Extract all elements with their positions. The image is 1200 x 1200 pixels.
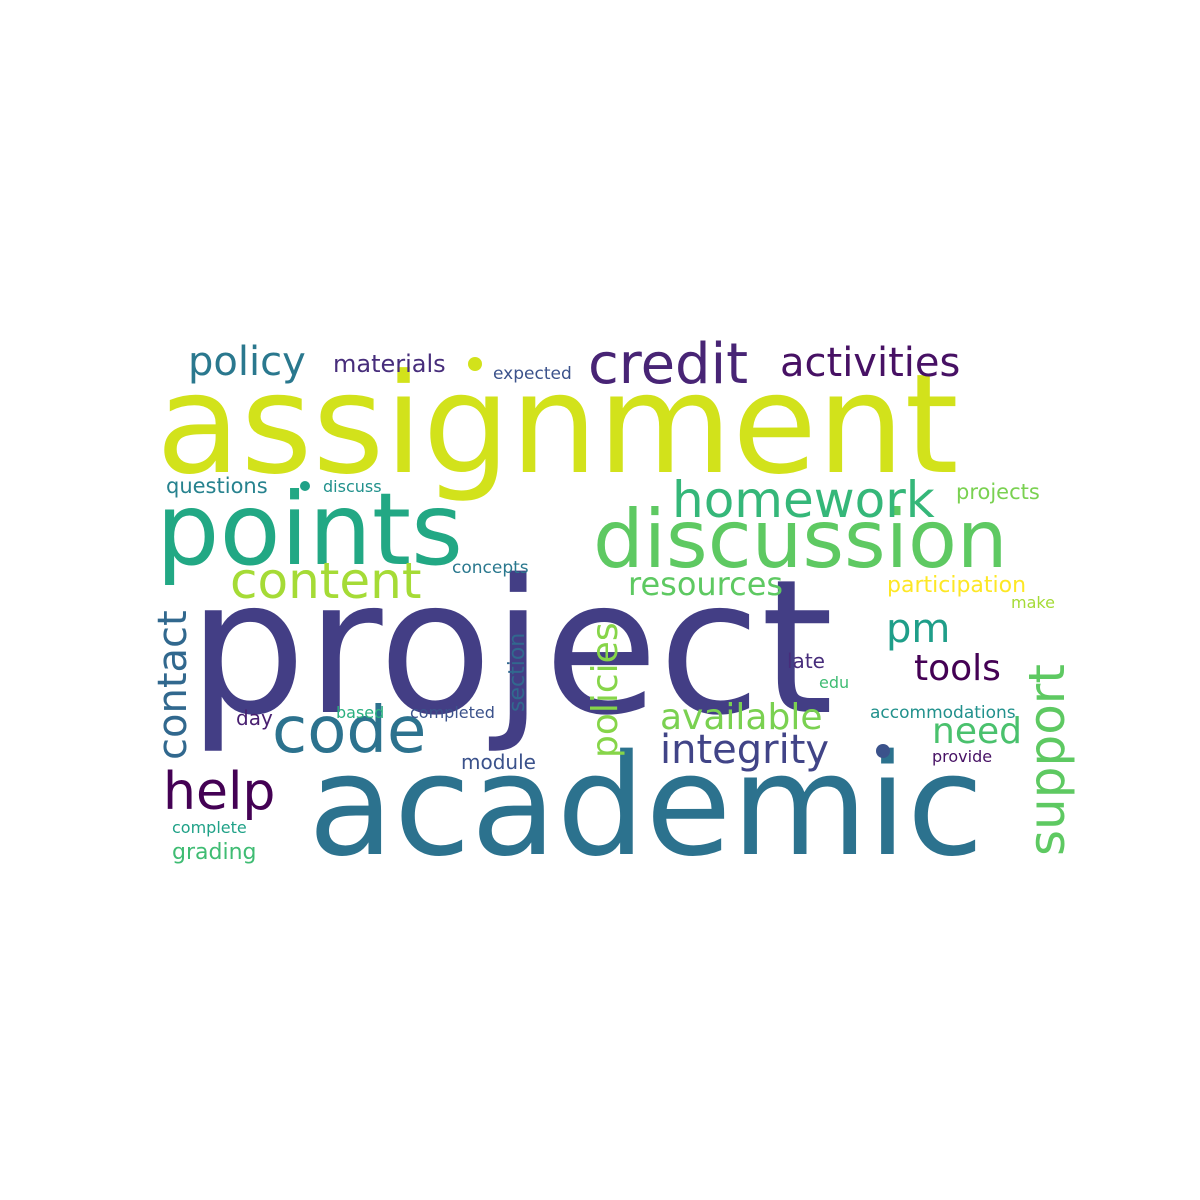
word-policies: policies [585, 622, 626, 758]
word-assignment: assignment [156, 344, 959, 505]
word-project: project [188, 539, 834, 756]
word-contact: contact [150, 610, 196, 760]
word-concepts: concepts [452, 558, 529, 578]
word-content: content [230, 552, 422, 610]
word-code: code [272, 694, 427, 768]
word-projects: projects [956, 480, 1040, 504]
word-make: make [1011, 593, 1055, 612]
word-provide: provide [932, 747, 993, 766]
word-expected: expected [493, 364, 572, 384]
word-late: late [787, 649, 825, 673]
word-pm: pm [886, 606, 951, 652]
word-need: need [932, 711, 1022, 752]
word-materials: materials [333, 350, 446, 378]
word-grading: grading [172, 840, 257, 865]
word-homework: homework [672, 471, 935, 529]
word-help: help [163, 762, 276, 822]
word-questions: questions [166, 474, 268, 498]
word-discuss: discuss [323, 477, 382, 496]
word-tools: tools [914, 648, 1001, 689]
word-complete: complete [172, 818, 247, 837]
word-credit: credit [588, 332, 749, 397]
word-section: section [505, 632, 530, 712]
word-edu: edu [819, 673, 850, 692]
word-resources: resources [628, 565, 784, 603]
dot-marker-teal [300, 481, 310, 491]
word-accommodations: accommodations [870, 703, 1016, 723]
word-participation: participation [887, 573, 1027, 598]
word-based: based [336, 703, 385, 722]
word-activities: activities [780, 340, 961, 386]
word-support: support [1018, 664, 1076, 856]
word-integrity: integrity [660, 727, 830, 773]
word-available: available [660, 697, 823, 738]
word-points: points [156, 471, 464, 588]
word-academic: academic [308, 725, 984, 888]
word-discussion: discussion [593, 493, 1008, 586]
dot-marker-yellow [468, 357, 482, 371]
word-completed: completed [410, 703, 495, 722]
word-policy: policy [188, 339, 306, 385]
word-day: day [236, 706, 273, 730]
word-module: module [461, 750, 536, 774]
dot-marker-indigo [876, 744, 890, 758]
